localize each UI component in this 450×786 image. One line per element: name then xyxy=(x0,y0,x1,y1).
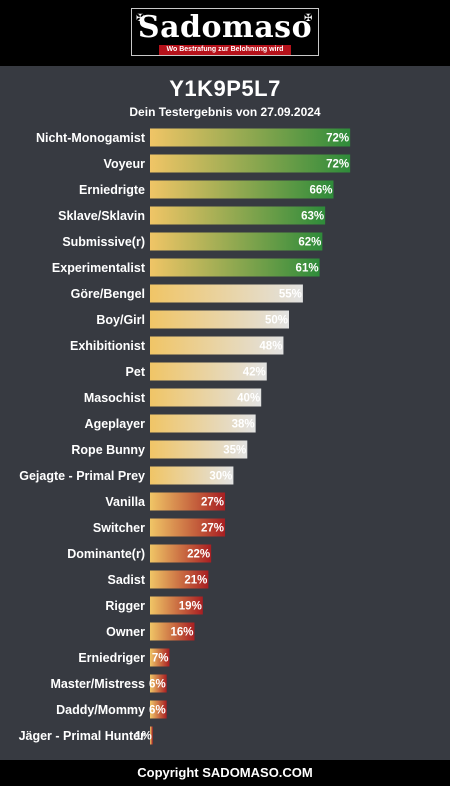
bar xyxy=(150,622,195,641)
bar-category-label: Boy/Girl xyxy=(96,313,145,327)
bar-category-label: Sklave/Sklavin xyxy=(58,209,145,223)
bar-value-label: 35% xyxy=(223,445,246,457)
bar-value-label: 40% xyxy=(237,393,260,405)
bar xyxy=(150,362,267,381)
result-title: Y1K9P5L7 xyxy=(169,76,281,101)
bar xyxy=(150,232,323,251)
bar-value-label: 66% xyxy=(309,185,332,197)
bar-value-label: 72% xyxy=(326,133,349,145)
bar-value-label: 27% xyxy=(201,497,224,509)
bar-category-label: Ageplayer xyxy=(85,417,146,431)
bar xyxy=(150,206,326,225)
bar-value-label: 7% xyxy=(152,653,169,665)
bar-category-label: Gejagte - Primal Prey xyxy=(19,469,145,483)
cross-icon: ✠ xyxy=(304,13,313,24)
bar xyxy=(150,310,289,329)
bar xyxy=(150,414,256,433)
bar xyxy=(150,258,320,277)
bar xyxy=(150,648,170,667)
bar-value-label: 22% xyxy=(187,549,210,561)
header-bar: ✠ ✠ Sadomaso Wo Bestrafung zur Belohnung… xyxy=(0,0,450,66)
bar-category-label: Switcher xyxy=(93,521,145,535)
bar xyxy=(150,570,209,589)
bar-value-label: 42% xyxy=(243,367,266,379)
bar-category-label: Experimentalist xyxy=(52,261,146,275)
bar-category-label: Sadist xyxy=(107,573,145,587)
bar-category-label: Rope Bunny xyxy=(71,443,145,457)
bar xyxy=(150,466,234,485)
logo-tagline: Wo Bestrafung zur Belohnung wird xyxy=(159,45,291,55)
bar-category-label: Erniedrigte xyxy=(79,183,145,197)
bar xyxy=(150,492,226,511)
result-subtitle: Dein Testergebnis von 27.09.2024 xyxy=(129,105,321,119)
bar-value-label: 55% xyxy=(279,289,302,301)
bar-value-label: 61% xyxy=(296,263,319,275)
bar xyxy=(150,180,334,199)
bar xyxy=(150,284,303,303)
cross-icon: ✠ xyxy=(136,13,145,24)
bar xyxy=(150,700,167,719)
bar-category-label: Erniedriger xyxy=(78,651,145,665)
bar xyxy=(150,674,167,693)
bar-category-label: Nicht-Monogamist xyxy=(36,131,146,145)
bar xyxy=(150,726,153,745)
logo-wordmark: Sadomaso xyxy=(137,10,313,45)
bar-value-label: 19% xyxy=(179,601,202,613)
bar-value-label: 63% xyxy=(301,211,324,223)
bar-value-label: 1% xyxy=(135,731,152,743)
bar-category-label: Jäger - Primal Hunter xyxy=(19,729,146,743)
bar-value-label: 48% xyxy=(259,341,282,353)
bar-category-label: Owner xyxy=(106,625,145,639)
bar-value-label: 50% xyxy=(265,315,288,327)
bar xyxy=(150,388,262,407)
bar-category-label: Daddy/Mommy xyxy=(56,703,145,717)
bar-category-label: Vanilla xyxy=(105,495,146,509)
bar xyxy=(150,336,284,355)
bar-value-label: 16% xyxy=(170,627,193,639)
bar-category-label: Exhibitionist xyxy=(70,339,146,353)
bar-value-label: 21% xyxy=(184,575,207,587)
bar-category-label: Pet xyxy=(126,365,146,379)
bar-value-label: 6% xyxy=(149,705,166,717)
bar-category-label: Voyeur xyxy=(104,157,146,171)
bar-category-label: Master/Mistress xyxy=(51,677,146,691)
bar-value-label: 62% xyxy=(298,237,321,249)
result-bar-chart: Nicht-Monogamist 72% Voyeur 72% Erniedrigte 6… xyxy=(19,128,351,745)
bar xyxy=(150,154,351,173)
bar-value-label: 38% xyxy=(232,419,255,431)
bar xyxy=(150,596,203,615)
bar-category-label: Göre/Bengel xyxy=(71,287,145,301)
bar xyxy=(150,544,212,563)
bar-value-label: 27% xyxy=(201,523,224,535)
bar xyxy=(150,518,226,537)
bar xyxy=(150,128,351,147)
bar-category-label: Dominante(r) xyxy=(67,547,145,561)
site-logo[interactable]: ✠ ✠ Sadomaso Wo Bestrafung zur Belohnung… xyxy=(131,8,319,56)
bar-category-label: Rigger xyxy=(105,599,145,613)
bar-value-label: 6% xyxy=(149,679,166,691)
bar-category-label: Masochist xyxy=(84,391,146,405)
bar-value-label: 72% xyxy=(326,159,349,171)
bar-category-label: Submissive(r) xyxy=(62,235,145,249)
copyright-footer: Copyright SADOMASO.COM xyxy=(0,760,450,786)
bar-value-label: 30% xyxy=(209,471,232,483)
bar xyxy=(150,440,248,459)
